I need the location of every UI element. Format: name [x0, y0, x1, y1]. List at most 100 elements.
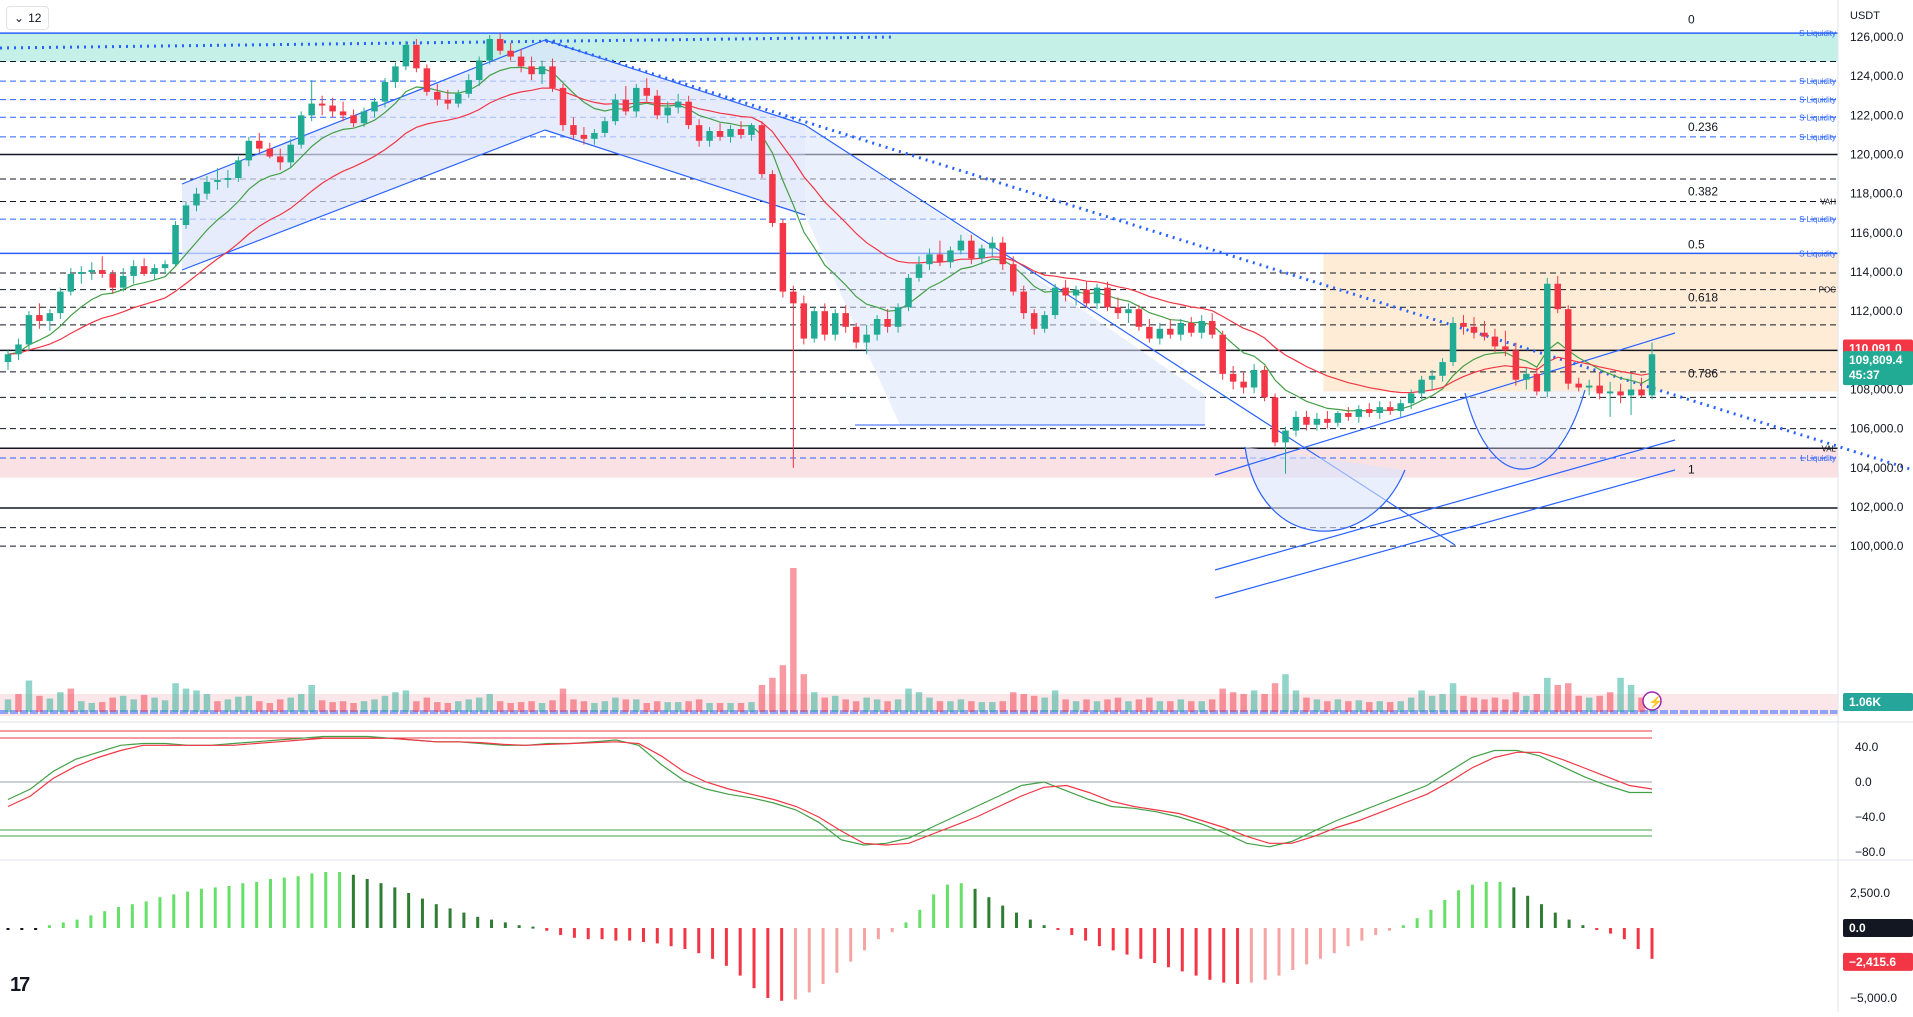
candle[interactable]	[1125, 309, 1132, 314]
candle[interactable]	[1114, 307, 1122, 314]
candle[interactable]	[1156, 328, 1164, 339]
candle[interactable]	[1345, 413, 1352, 417]
candle[interactable]	[1554, 283, 1562, 310]
candle[interactable]	[884, 319, 891, 327]
candle[interactable]	[1240, 381, 1247, 388]
candle[interactable]	[496, 38, 504, 51]
candle[interactable]	[277, 156, 284, 163]
candle[interactable]	[1376, 407, 1383, 413]
candle[interactable]	[1072, 289, 1080, 296]
alert-icon[interactable]	[1642, 691, 1662, 711]
candle[interactable]	[1585, 385, 1593, 388]
candle[interactable]	[119, 275, 127, 288]
candle[interactable]	[1638, 389, 1645, 396]
macd-series-line[interactable]	[7, 737, 1653, 846]
cup-pattern-right[interactable]	[1464, 389, 1586, 470]
major-downtrend-dotted[interactable]	[544, 38, 1913, 472]
candle[interactable]	[622, 99, 630, 112]
candle[interactable]	[653, 95, 661, 116]
candle[interactable]	[235, 160, 242, 178]
candle[interactable]	[57, 291, 64, 314]
candle[interactable]	[549, 66, 556, 88]
candle[interactable]	[1292, 416, 1300, 431]
candle[interactable]	[161, 264, 169, 269]
candle[interactable]	[402, 44, 410, 67]
candle[interactable]	[1533, 373, 1541, 392]
candle[interactable]	[1407, 393, 1415, 404]
candle[interactable]	[1250, 369, 1258, 388]
ema-21-line[interactable]	[7, 87, 1653, 394]
candle[interactable]	[727, 129, 734, 137]
candle[interactable]	[580, 134, 588, 139]
candle[interactable]	[936, 254, 944, 263]
candle[interactable]	[329, 105, 336, 112]
candle[interactable]	[1334, 413, 1342, 423]
candle[interactable]	[36, 315, 43, 321]
candle[interactable]	[4, 354, 12, 363]
candle[interactable]	[245, 140, 253, 161]
candle[interactable]	[1010, 264, 1017, 292]
candle[interactable]	[486, 38, 493, 61]
candle[interactable]	[1596, 385, 1603, 394]
candle[interactable]	[98, 270, 106, 274]
candle[interactable]	[1188, 322, 1195, 333]
candle[interactable]	[1564, 309, 1572, 384]
candle[interactable]	[266, 148, 274, 157]
candle[interactable]	[716, 131, 724, 137]
candle[interactable]	[706, 131, 713, 141]
candle[interactable]	[1062, 287, 1069, 296]
candle[interactable]	[685, 101, 692, 126]
candle[interactable]	[926, 254, 933, 265]
candle[interactable]	[1261, 369, 1268, 398]
candle[interactable]	[999, 242, 1007, 265]
candle[interactable]	[737, 129, 745, 135]
candle[interactable]	[371, 101, 378, 112]
candle[interactable]	[1177, 322, 1185, 335]
candle[interactable]	[695, 125, 703, 141]
candle[interactable]	[1502, 346, 1509, 351]
candle[interactable]	[1030, 313, 1038, 329]
candle[interactable]	[434, 91, 441, 100]
candle[interactable]	[193, 193, 200, 206]
candle[interactable]	[968, 240, 975, 259]
candle[interactable]	[318, 103, 326, 106]
candle[interactable]	[172, 225, 179, 265]
candle[interactable]	[1617, 391, 1624, 396]
currency-label[interactable]: USDT	[1850, 10, 1880, 22]
candle[interactable]	[1418, 379, 1425, 394]
candle[interactable]	[203, 181, 211, 194]
candle[interactable]	[1449, 322, 1457, 363]
candle[interactable]	[905, 277, 912, 308]
candle[interactable]	[1093, 287, 1101, 304]
candle[interactable]	[392, 66, 399, 83]
candle[interactable]	[664, 107, 671, 116]
candle[interactable]	[423, 68, 431, 92]
candle[interactable]	[297, 115, 305, 145]
candle[interactable]	[1460, 322, 1467, 327]
candle[interactable]	[978, 248, 986, 259]
candle[interactable]	[350, 115, 357, 124]
candle[interactable]	[989, 242, 996, 249]
candle[interactable]	[1229, 373, 1237, 382]
ascending-channel-lower[interactable]	[1214, 469, 1676, 599]
candle[interactable]	[1366, 409, 1373, 413]
candle[interactable]	[633, 87, 640, 112]
candle[interactable]	[475, 60, 483, 81]
ascending-channel-upper[interactable]	[1214, 332, 1676, 476]
candle[interactable]	[151, 268, 158, 274]
candle[interactable]	[601, 121, 609, 133]
candle[interactable]	[214, 179, 221, 182]
candle[interactable]	[528, 66, 535, 75]
candle[interactable]	[894, 307, 902, 327]
candle[interactable]	[287, 144, 294, 163]
candle[interactable]	[1491, 336, 1499, 347]
candle[interactable]	[1083, 289, 1090, 304]
candle[interactable]	[360, 111, 368, 124]
candle[interactable]	[507, 50, 514, 57]
candle[interactable]	[863, 334, 870, 343]
candle[interactable]	[1512, 350, 1520, 380]
candle[interactable]	[821, 311, 829, 335]
candle[interactable]	[591, 132, 598, 139]
